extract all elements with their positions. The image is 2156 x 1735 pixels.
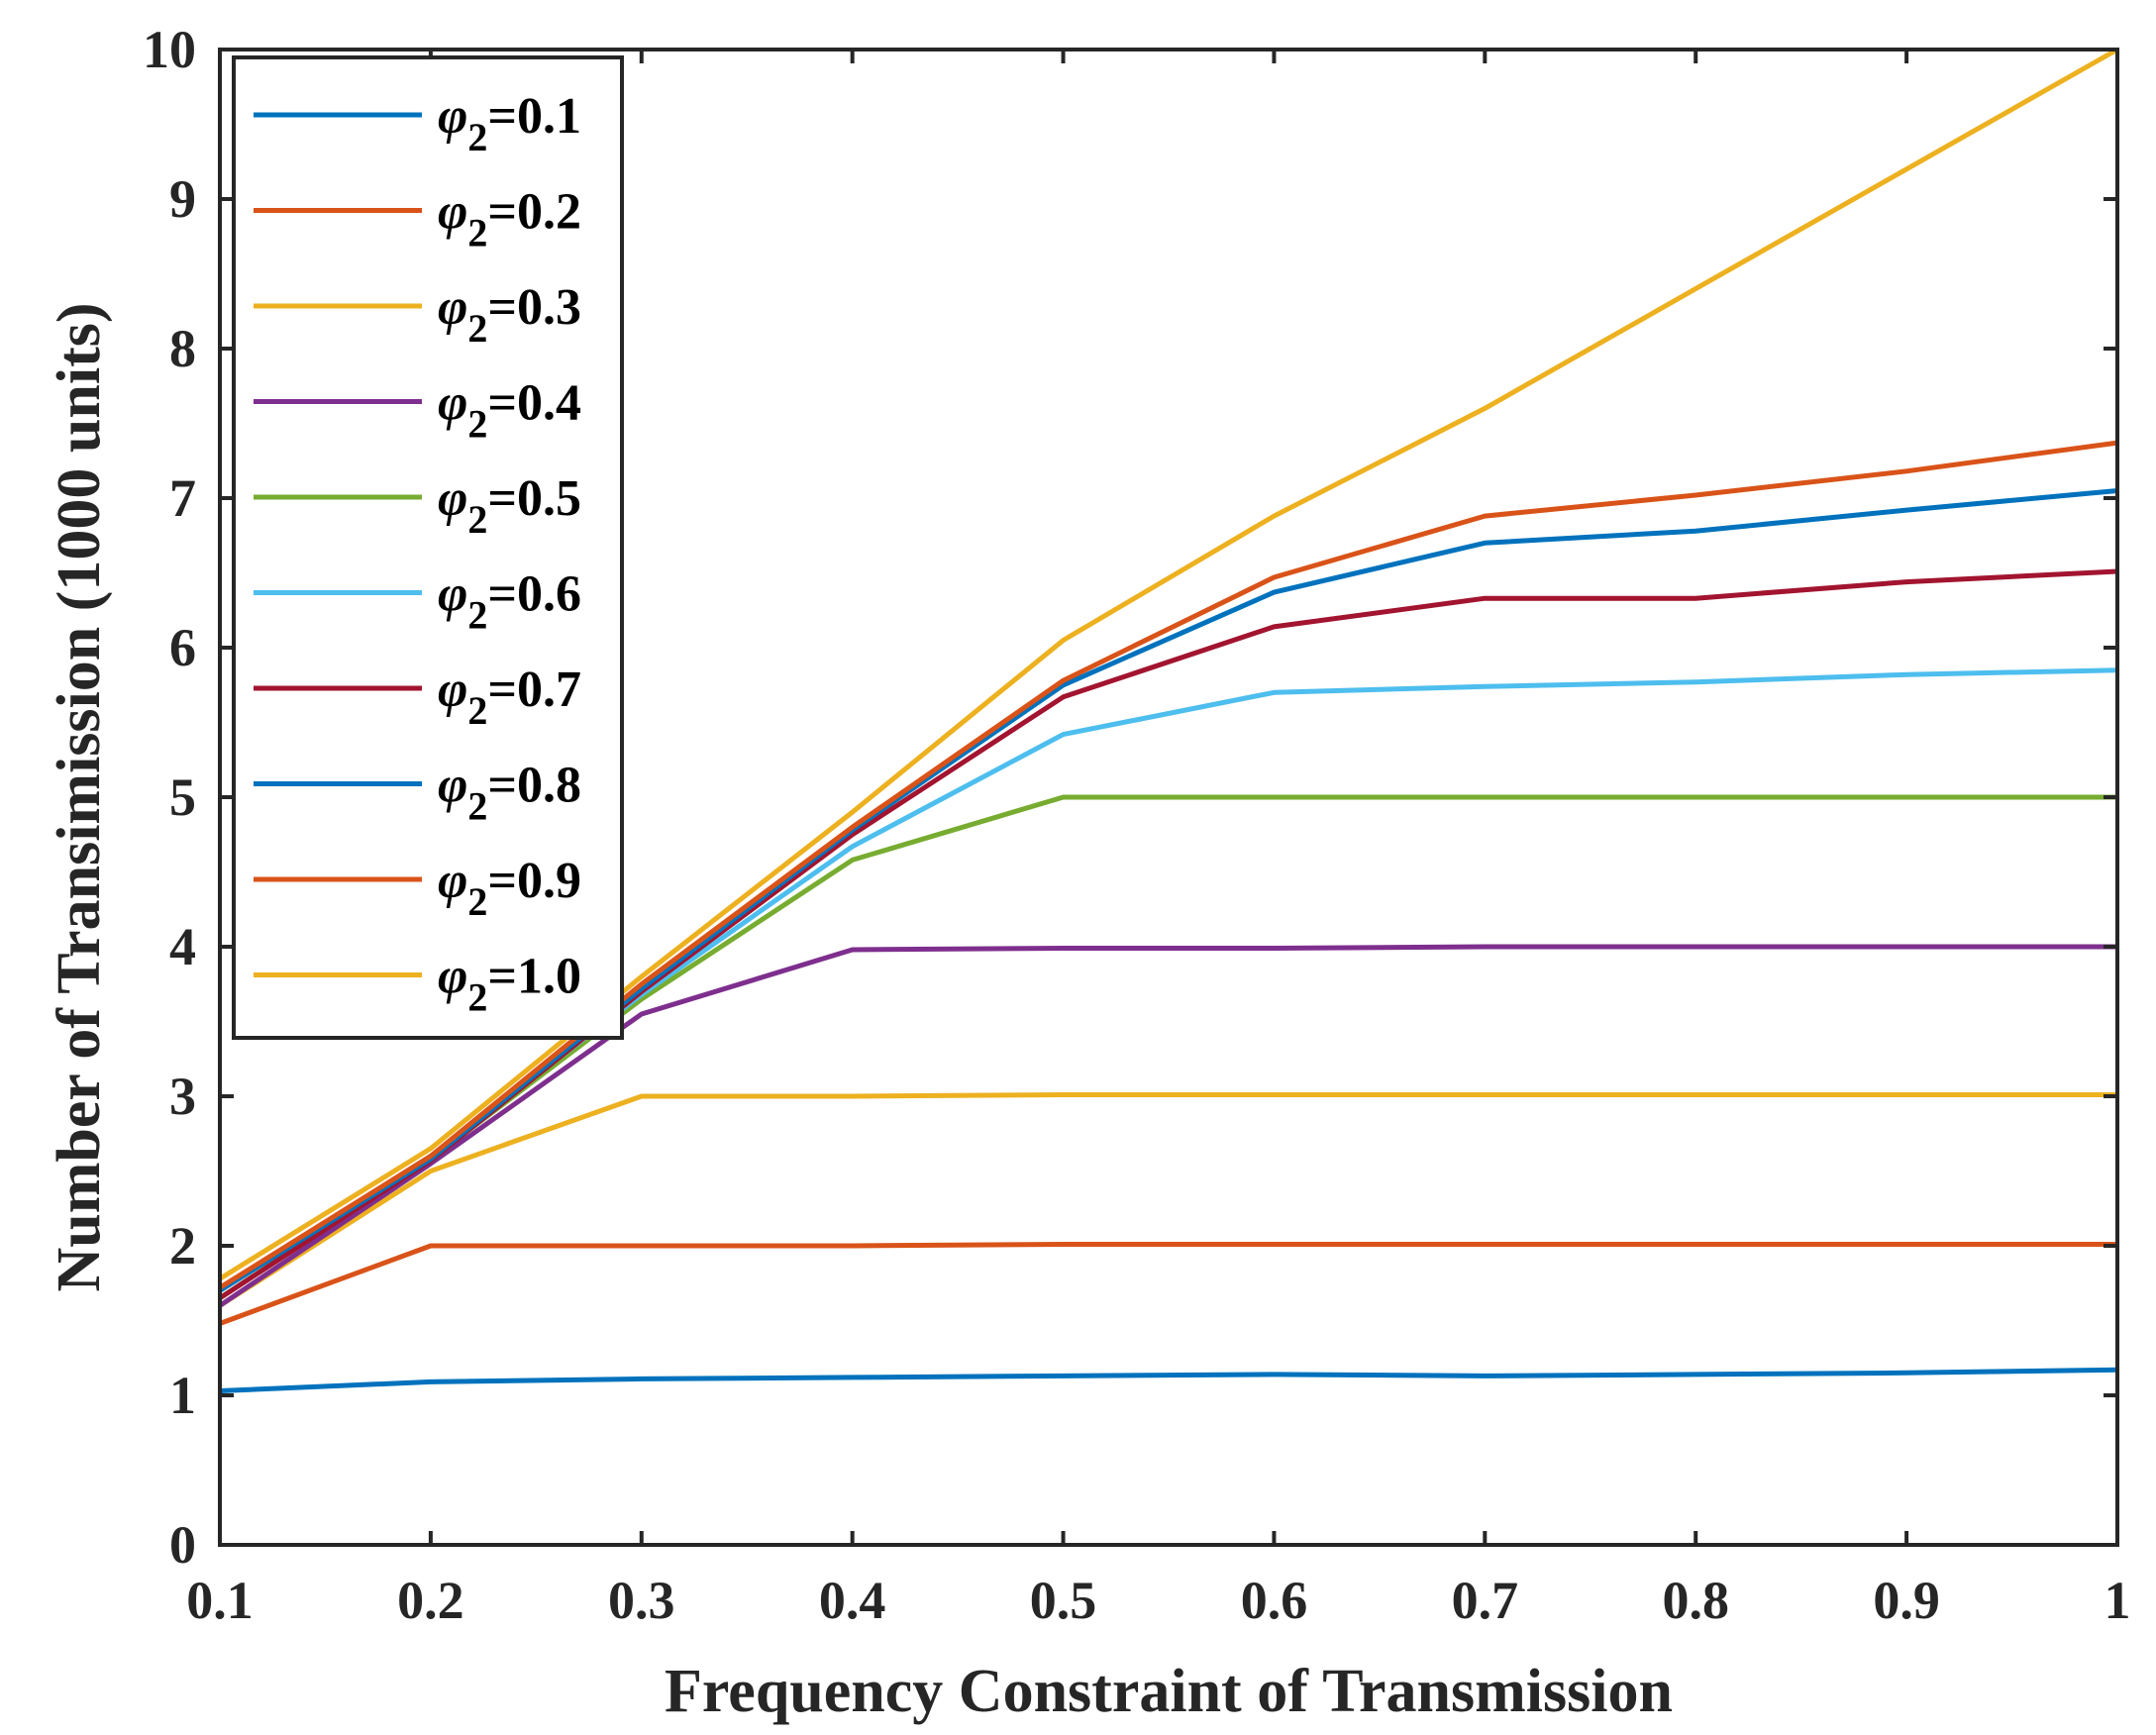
legend-entry-label: φ2=0.9 <box>438 853 581 924</box>
legend-entry-label: φ2=0.5 <box>438 470 581 542</box>
y-tick-label: 9 <box>169 169 196 229</box>
x-tick-label: 0.5 <box>1030 1571 1097 1630</box>
series-line-4 <box>218 944 2117 1308</box>
y-tick-label: 7 <box>169 468 196 528</box>
legend-entry-label: φ2=0.8 <box>438 758 581 829</box>
legend-entry-label: φ2=0.7 <box>438 662 581 733</box>
x-tick-label: 0.3 <box>608 1571 675 1630</box>
y-tick-label: 1 <box>169 1366 196 1425</box>
series-line-2 <box>219 1242 2117 1326</box>
legend-entry-label: φ2=0.6 <box>438 566 581 638</box>
x-tick-label: 0.4 <box>819 1571 886 1630</box>
x-tick-label: 0.7 <box>1452 1571 1519 1630</box>
y-axis-label: Number of Transimission (1000 units) <box>46 302 113 1291</box>
x-tick-label: 0.8 <box>1662 1571 1729 1630</box>
x-tick-label: 0.1 <box>186 1571 254 1630</box>
series-line-3 <box>218 1092 2117 1308</box>
legend-entry-label: φ2=0.1 <box>438 88 581 159</box>
series-layer <box>218 47 2119 1393</box>
x-tick-label: 1 <box>2105 1571 2131 1630</box>
x-tick-label: 0.9 <box>1873 1571 1940 1630</box>
y-tick-label: 5 <box>169 767 196 827</box>
series-line-1 <box>219 1367 2118 1393</box>
y-tick-label: 2 <box>169 1216 196 1276</box>
y-tick-label: 3 <box>169 1067 196 1126</box>
x-axis-label: Frequency Constraint of Transmission <box>665 1658 1673 1725</box>
series-line-9 <box>218 440 2118 1290</box>
y-tick-label: 6 <box>169 618 196 677</box>
legend-entry-label: φ2=0.2 <box>438 184 581 255</box>
legend-entry-label: φ2=0.4 <box>438 375 581 447</box>
series-line-10 <box>218 47 2119 1281</box>
y-tick-label: 8 <box>169 319 196 378</box>
y-tick-label: 10 <box>143 20 196 79</box>
y-tick-label: 0 <box>169 1515 196 1575</box>
x-tick-label: 0.2 <box>397 1571 464 1630</box>
series-line-8 <box>218 488 2118 1293</box>
legend-entry-label: φ2=0.3 <box>438 279 581 351</box>
legend-box <box>232 55 624 1040</box>
y-tick-label: 4 <box>169 917 196 976</box>
legend-entry-label: φ2=1.0 <box>438 949 581 1020</box>
legend: φ2=0.1 φ2=0.2 φ2=0.3 φ2=0.4 φ2=0.5 φ2=0.6 φ2=0… <box>232 55 624 1040</box>
x-tick-label: 0.6 <box>1241 1571 1308 1630</box>
